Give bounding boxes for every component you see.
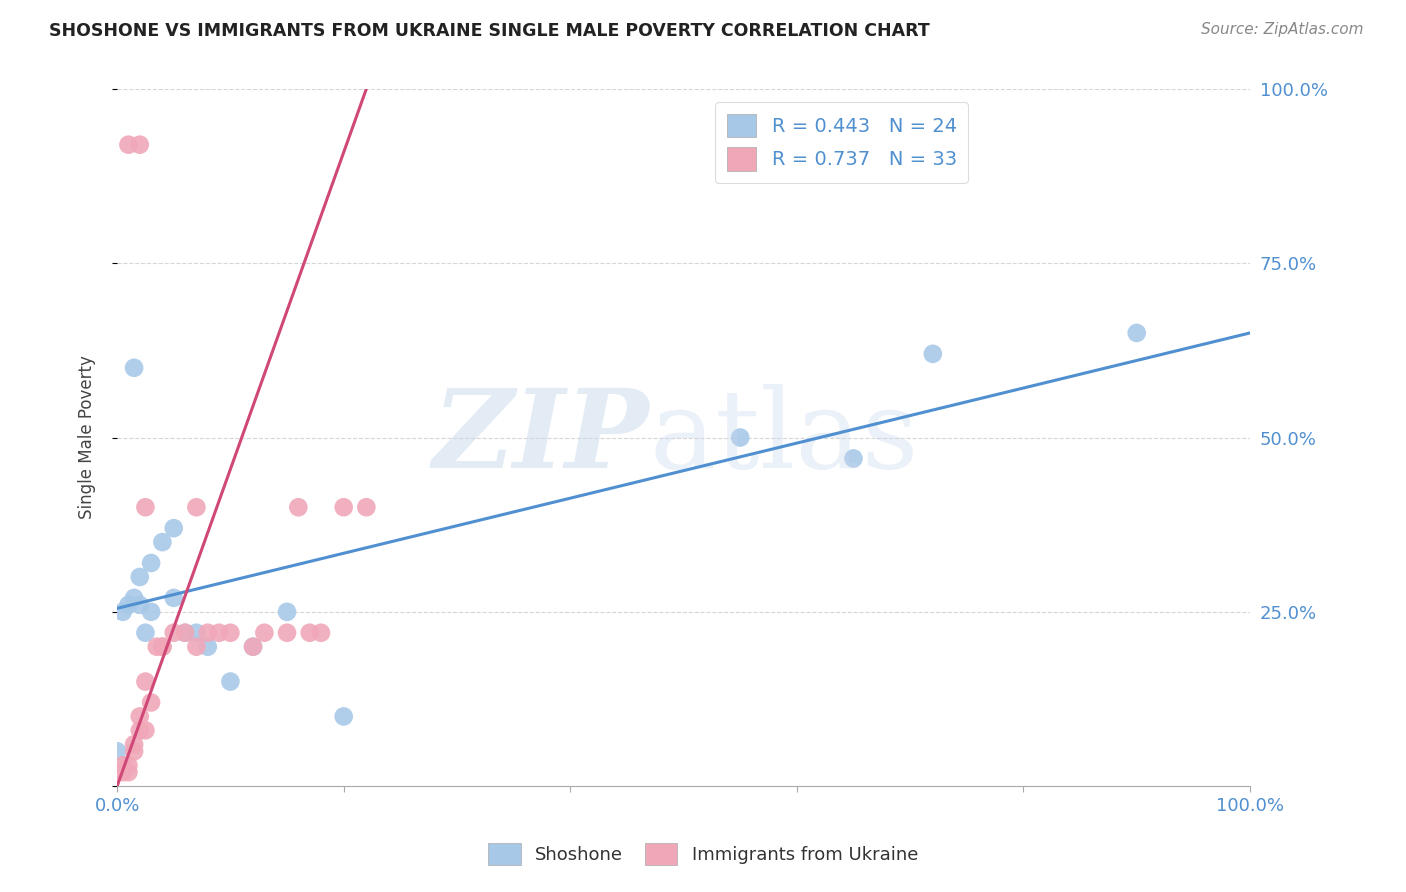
- Point: [208, 625, 231, 640]
- Point: [163, 625, 186, 640]
- Point: [242, 640, 264, 654]
- Point: [163, 521, 186, 535]
- Point: [139, 556, 162, 570]
- Point: [134, 674, 156, 689]
- Point: [332, 500, 354, 515]
- Point: [122, 360, 145, 375]
- Point: [842, 451, 865, 466]
- Point: [128, 570, 150, 584]
- Text: ZIP: ZIP: [433, 384, 650, 491]
- Text: Source: ZipAtlas.com: Source: ZipAtlas.com: [1201, 22, 1364, 37]
- Point: [163, 591, 186, 605]
- Point: [139, 696, 162, 710]
- Point: [122, 737, 145, 751]
- Point: [253, 625, 276, 640]
- Point: [186, 640, 208, 654]
- Point: [174, 625, 197, 640]
- Point: [122, 744, 145, 758]
- Point: [186, 625, 208, 640]
- Point: [128, 723, 150, 738]
- Point: [1125, 326, 1147, 340]
- Point: [128, 709, 150, 723]
- Point: [139, 605, 162, 619]
- Point: [728, 430, 751, 444]
- Point: [117, 765, 139, 780]
- Point: [105, 765, 128, 780]
- Legend: R = 0.443   N = 24, R = 0.737   N = 33: R = 0.443 N = 24, R = 0.737 N = 33: [716, 102, 969, 183]
- Point: [242, 640, 264, 654]
- Text: atlas: atlas: [650, 384, 920, 491]
- Point: [117, 598, 139, 612]
- Point: [152, 640, 174, 654]
- Y-axis label: Single Male Poverty: Single Male Poverty: [79, 356, 96, 519]
- Point: [219, 674, 242, 689]
- Point: [186, 500, 208, 515]
- Point: [219, 625, 242, 640]
- Point: [287, 500, 309, 515]
- Point: [309, 625, 332, 640]
- Point: [117, 137, 139, 152]
- Point: [332, 709, 354, 723]
- Point: [152, 640, 174, 654]
- Point: [197, 625, 219, 640]
- Point: [134, 500, 156, 515]
- Point: [134, 625, 156, 640]
- Point: [117, 758, 139, 772]
- Point: [111, 758, 134, 772]
- Point: [174, 625, 197, 640]
- Point: [111, 765, 134, 780]
- Point: [128, 137, 150, 152]
- Point: [276, 625, 298, 640]
- Point: [356, 500, 378, 515]
- Point: [111, 605, 134, 619]
- Point: [128, 598, 150, 612]
- Point: [134, 723, 156, 738]
- Point: [122, 591, 145, 605]
- Point: [152, 535, 174, 549]
- Legend: Shoshone, Immigrants from Ukraine: Shoshone, Immigrants from Ukraine: [481, 836, 925, 872]
- Point: [145, 640, 167, 654]
- Text: SHOSHONE VS IMMIGRANTS FROM UKRAINE SINGLE MALE POVERTY CORRELATION CHART: SHOSHONE VS IMMIGRANTS FROM UKRAINE SING…: [49, 22, 929, 40]
- Point: [298, 625, 321, 640]
- Point: [276, 605, 298, 619]
- Point: [105, 744, 128, 758]
- Point: [921, 347, 943, 361]
- Point: [197, 640, 219, 654]
